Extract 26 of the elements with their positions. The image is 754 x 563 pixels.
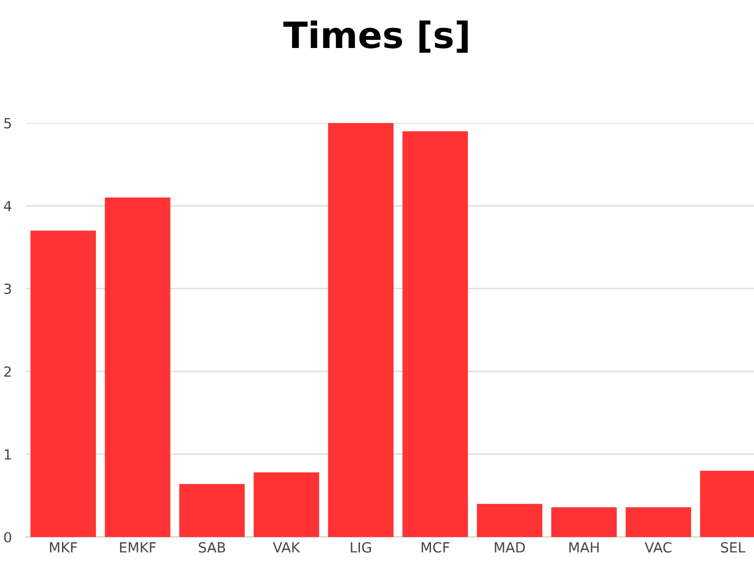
bar <box>476 504 542 537</box>
bar <box>104 198 170 537</box>
x-tick-label: SEL <box>721 542 746 553</box>
chart-title: Times [s] <box>283 20 468 53</box>
y-tick-label: 3 <box>4 284 11 294</box>
bar <box>551 507 617 537</box>
x-tick-label: LIG <box>350 542 371 553</box>
bar <box>328 123 394 537</box>
y-tick-label: 2 <box>4 366 11 377</box>
y-tick-label: 0 <box>4 532 12 542</box>
x-tick-label: VAK <box>272 542 300 552</box>
x-tick-label: VAC <box>644 542 672 553</box>
x-tick-label: MKF <box>50 542 77 552</box>
x-tick-label: SAB <box>198 542 226 553</box>
bar <box>254 472 320 537</box>
y-tick-label: 4 <box>4 200 12 212</box>
bar <box>402 131 468 537</box>
x-tick-label: MCF <box>422 542 450 553</box>
bar <box>30 230 96 537</box>
bar <box>626 507 692 537</box>
x-tick-label: MAH <box>569 542 599 552</box>
y-tick-label: 1 <box>4 449 11 460</box>
y-tick-label: 5 <box>4 118 11 128</box>
x-tick-label: EMKF <box>120 542 156 552</box>
bar <box>179 484 245 537</box>
x-tick-label: MAD <box>494 542 525 552</box>
